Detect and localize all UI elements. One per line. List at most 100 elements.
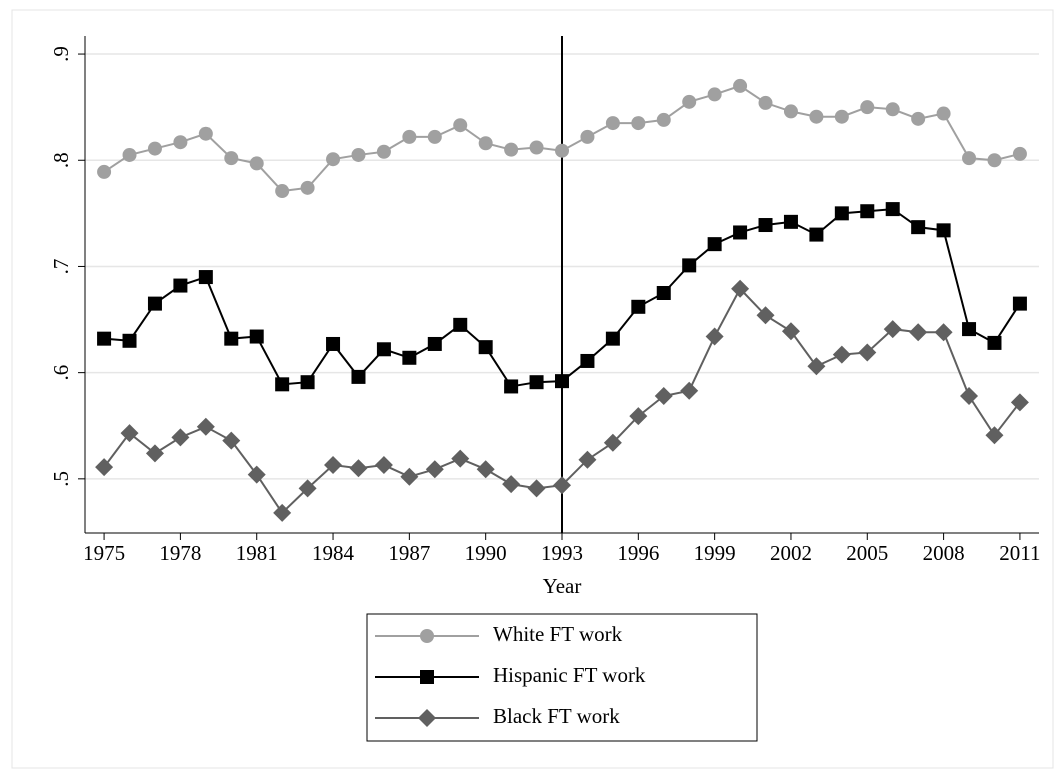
marker bbox=[351, 369, 366, 384]
marker bbox=[555, 374, 569, 389]
marker bbox=[529, 140, 544, 155]
x-tick-label: 1990 bbox=[465, 541, 507, 565]
marker bbox=[173, 278, 188, 293]
marker bbox=[733, 225, 748, 240]
x-tick-label: 1981 bbox=[236, 541, 278, 565]
marker bbox=[883, 320, 902, 339]
marker bbox=[936, 106, 951, 121]
marker bbox=[783, 214, 798, 229]
marker bbox=[374, 456, 393, 475]
marker bbox=[962, 322, 977, 337]
marker bbox=[1010, 393, 1029, 412]
legend-label: White FT work bbox=[493, 622, 623, 646]
marker bbox=[834, 109, 849, 124]
marker bbox=[860, 100, 875, 115]
marker bbox=[858, 343, 877, 362]
y-tick-label: .9 bbox=[49, 46, 73, 62]
marker bbox=[832, 345, 851, 364]
marker bbox=[631, 116, 646, 131]
legend-label: Black FT work bbox=[493, 704, 620, 728]
marker bbox=[427, 336, 442, 351]
marker bbox=[402, 350, 417, 365]
marker bbox=[962, 151, 977, 166]
marker bbox=[122, 333, 137, 348]
x-tick-label: 1975 bbox=[83, 541, 125, 565]
marker bbox=[909, 323, 928, 342]
marker bbox=[1012, 146, 1027, 161]
marker bbox=[756, 306, 775, 325]
marker bbox=[418, 709, 436, 727]
marker bbox=[758, 95, 773, 110]
marker bbox=[553, 476, 571, 495]
marker bbox=[451, 449, 470, 468]
marker bbox=[654, 387, 673, 406]
x-tick-label: 2002 bbox=[770, 541, 812, 565]
x-tick-label: 1984 bbox=[312, 541, 355, 565]
y-tick-label: .6 bbox=[49, 365, 73, 381]
marker bbox=[273, 503, 292, 522]
marker bbox=[631, 299, 646, 314]
y-tick-label: .7 bbox=[49, 259, 73, 275]
marker bbox=[97, 331, 112, 346]
marker bbox=[555, 143, 569, 158]
marker bbox=[198, 126, 213, 141]
marker bbox=[376, 144, 391, 159]
marker bbox=[478, 340, 493, 355]
x-tick-label: 1999 bbox=[694, 541, 736, 565]
marker bbox=[326, 152, 341, 167]
marker bbox=[605, 331, 620, 346]
x-tick-label: 1996 bbox=[617, 541, 659, 565]
y-tick-label: .5 bbox=[49, 471, 73, 487]
marker bbox=[351, 147, 366, 162]
marker bbox=[420, 670, 434, 684]
marker bbox=[758, 218, 773, 233]
marker bbox=[580, 353, 595, 368]
marker bbox=[478, 136, 493, 151]
marker bbox=[834, 206, 849, 221]
marker bbox=[809, 109, 824, 124]
marker bbox=[249, 156, 264, 171]
marker bbox=[504, 379, 519, 394]
marker bbox=[224, 331, 239, 346]
marker bbox=[527, 479, 546, 498]
marker bbox=[502, 475, 521, 494]
marker bbox=[400, 467, 419, 486]
x-tick-label: 2011 bbox=[999, 541, 1040, 565]
marker bbox=[781, 322, 800, 341]
marker bbox=[224, 151, 239, 166]
marker bbox=[934, 323, 953, 342]
marker bbox=[97, 164, 112, 179]
marker bbox=[275, 377, 290, 392]
marker bbox=[911, 111, 926, 126]
marker bbox=[247, 465, 266, 484]
marker bbox=[680, 381, 699, 400]
marker bbox=[860, 204, 875, 219]
marker bbox=[656, 112, 671, 127]
marker bbox=[300, 375, 315, 390]
x-tick-label: 1987 bbox=[388, 541, 430, 565]
marker bbox=[580, 129, 595, 144]
marker bbox=[731, 279, 750, 298]
marker bbox=[809, 227, 824, 242]
y-tick-label: .8 bbox=[49, 152, 73, 168]
marker bbox=[376, 342, 391, 357]
x-tick-label: 2008 bbox=[923, 541, 965, 565]
marker bbox=[985, 426, 1004, 445]
marker bbox=[198, 270, 213, 285]
marker bbox=[707, 87, 722, 102]
marker bbox=[425, 460, 444, 479]
marker bbox=[147, 296, 162, 311]
legend: White FT work Hispanic FT work Black FT wo… bbox=[366, 613, 758, 742]
marker bbox=[326, 336, 341, 351]
marker bbox=[783, 104, 798, 119]
marker bbox=[476, 460, 495, 479]
marker bbox=[936, 223, 951, 238]
marker bbox=[707, 237, 722, 252]
marker bbox=[911, 220, 926, 235]
marker bbox=[145, 444, 164, 463]
marker bbox=[603, 433, 622, 452]
marker bbox=[529, 375, 544, 390]
marker bbox=[682, 258, 697, 273]
marker bbox=[427, 129, 442, 144]
